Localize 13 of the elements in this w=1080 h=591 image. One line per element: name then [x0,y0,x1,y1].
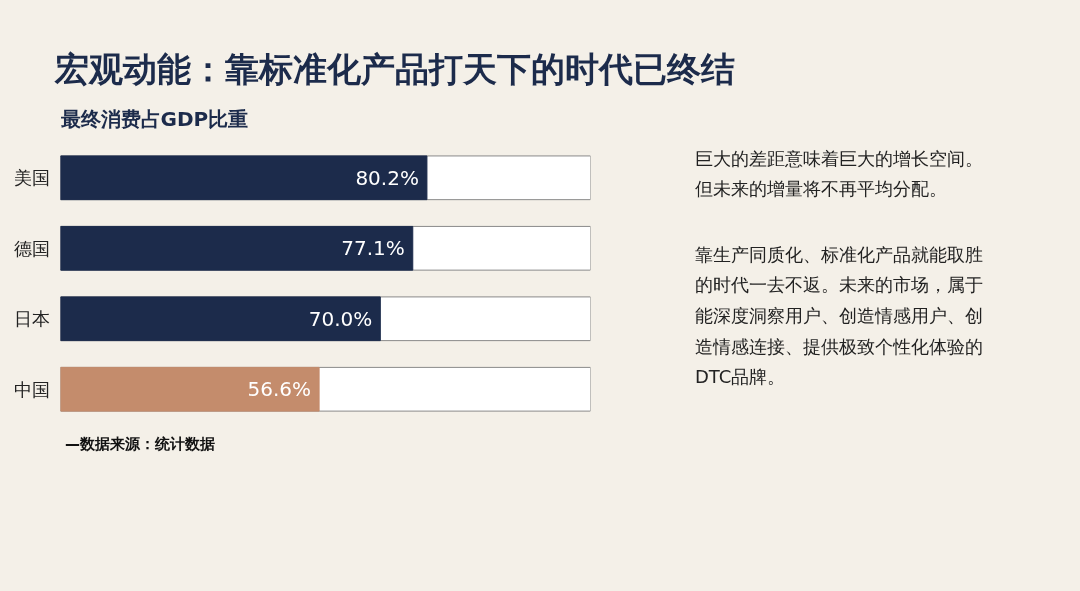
y-tick-label: 德国 [13,237,50,259]
y-tick-label: 日本 [13,307,50,329]
text: 靠生产同质化、标准化产品就能取胜的时代一去不返。未来的市场，属于能深度洞察用户、创造情感用户、创造情感连接、提供极致个性化体验的DTC品牌。 [695,242,984,390]
chart-title: 宏观动能：靠标准化产品打天下的时代已终结 [55,48,735,91]
y-tick-label: 中国 [13,378,50,400]
data-label: 80.2% [355,165,419,190]
data-label: 56.6% [247,376,312,401]
y-tick-label: 美国 [13,166,50,188]
data-label: 70.0% [308,306,373,331]
chart-subtitle: 最终消费占GDP比重 [59,106,249,131]
text: 巨大的差距意味着巨大的增长空间。但未来的增量将不再平均分配。 [695,146,984,202]
data-label: 77.1% [341,235,405,260]
text: —数据来源：统计数据 [65,433,215,455]
